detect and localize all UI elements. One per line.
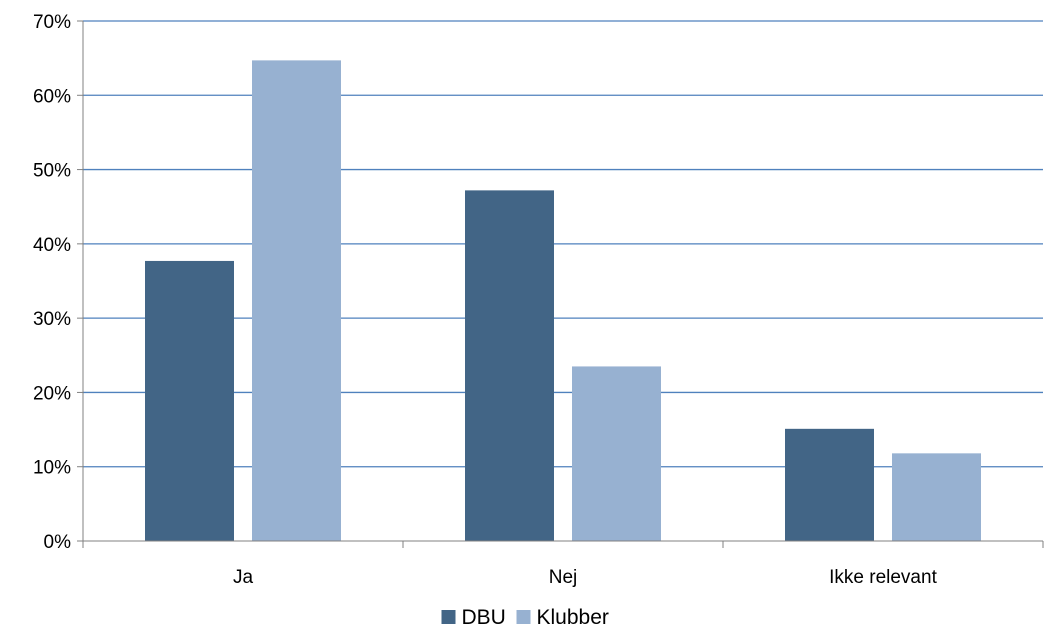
x-tick-label: Ja bbox=[233, 567, 254, 588]
y-tick-label: 40% bbox=[33, 235, 71, 256]
legend-swatch-dbu bbox=[441, 610, 456, 624]
gridlines bbox=[83, 20, 1043, 468]
x-tick-labels: Ja Nej Ikke relevant bbox=[233, 567, 938, 588]
bar-klubber-3 bbox=[892, 453, 981, 541]
bar-dbu-2 bbox=[465, 190, 554, 541]
bar-dbu-1 bbox=[145, 260, 234, 541]
y-tick-label: 50% bbox=[33, 161, 71, 182]
y-tick-labels: 0% 10% 20% 30% 40% 50% 60% 70% bbox=[33, 12, 71, 553]
legend-label-dbu: DBU bbox=[462, 606, 506, 629]
x-tick-label: Ikke relevant bbox=[829, 567, 937, 588]
axes bbox=[77, 20, 1044, 548]
y-tick-label: 0% bbox=[44, 532, 72, 553]
legend-label-klubber: Klubber bbox=[537, 606, 609, 629]
legend: DBU Klubber bbox=[441, 606, 609, 629]
bar-dbu-3 bbox=[785, 428, 874, 541]
x-tick-label: Nej bbox=[549, 567, 578, 588]
bar-klubber-2 bbox=[572, 366, 661, 541]
y-tick-label: 30% bbox=[33, 309, 71, 330]
legend-swatch-klubber bbox=[516, 610, 531, 624]
y-tick-label: 10% bbox=[33, 458, 71, 479]
y-tick-label: 70% bbox=[33, 12, 71, 33]
bar-klubber-1 bbox=[252, 60, 341, 541]
bars bbox=[145, 60, 981, 541]
y-tick-label: 20% bbox=[33, 383, 71, 404]
y-tick-label: 60% bbox=[33, 86, 71, 107]
